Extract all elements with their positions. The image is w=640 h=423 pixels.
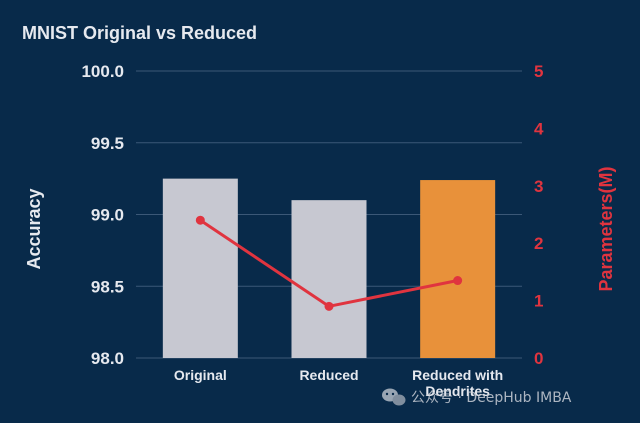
y2-tick-label: 3 <box>534 177 543 196</box>
parameters-point <box>324 301 334 311</box>
x-axis-ticks: Original Reduced Reduced with Dendrites <box>174 367 503 399</box>
y-tick-label: 100.0 <box>81 62 124 81</box>
bar-original <box>162 178 238 358</box>
y-axis-ticks: 98.0 98.5 99.0 99.5 100.0 <box>81 62 124 368</box>
watermark-text: 公众号 · DeepHub IMBA <box>411 390 572 406</box>
y2-axis-label: Parameters(M) <box>596 166 616 291</box>
chart-title: MNIST Original vs Reduced <box>22 23 257 43</box>
bars <box>162 178 496 358</box>
parameters-line <box>195 215 463 311</box>
bar-reduced <box>291 200 367 358</box>
y-tick-label: 99.5 <box>91 134 124 153</box>
y2-axis-ticks: 0 1 2 3 4 5 <box>534 62 544 368</box>
wechat-icon <box>382 388 406 406</box>
x-tick-label: Reduced with Dendrites <box>412 367 503 399</box>
y-tick-label: 98.0 <box>91 349 124 368</box>
y2-tick-label: 2 <box>534 234 543 253</box>
y2-tick-label: 4 <box>534 119 544 138</box>
bar-reduced-with-dendrites <box>420 180 496 358</box>
y2-tick-label: 5 <box>534 62 543 81</box>
y2-tick-label: 0 <box>534 349 543 368</box>
y-tick-label: 99.0 <box>91 206 124 225</box>
y-tick-label: 98.5 <box>91 277 124 296</box>
x-tick-label: Original <box>174 367 227 383</box>
parameters-point <box>453 276 463 286</box>
y-axis-label: Accuracy <box>24 188 44 269</box>
y2-tick-label: 1 <box>534 292 543 311</box>
parameters-point <box>195 215 205 225</box>
x-tick-label: Reduced <box>299 367 358 383</box>
watermark: 公众号 · DeepHub IMBA <box>382 388 572 406</box>
